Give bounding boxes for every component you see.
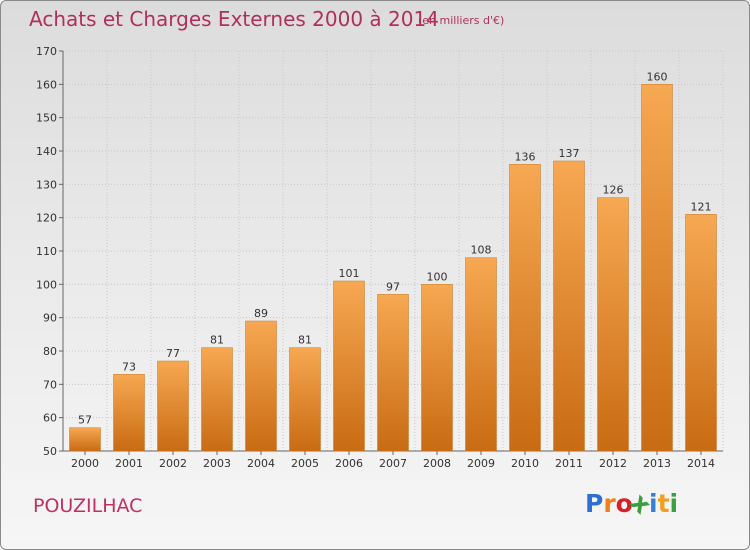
- x-tick-label: 2012: [599, 457, 627, 470]
- bar: [201, 347, 233, 452]
- logo-letter: P: [585, 489, 604, 518]
- y-tick-label: 170: [36, 45, 57, 58]
- bar-value-label: 73: [122, 360, 136, 373]
- bar: [69, 427, 101, 452]
- bar-value-label: 101: [339, 267, 360, 280]
- x-tick-label: 2006: [335, 457, 363, 470]
- chart-title: Achats et Charges Externes 2000 à 2014: [29, 7, 439, 31]
- bar-value-label: 77: [166, 347, 180, 360]
- bar: [465, 257, 497, 452]
- bar-value-label: 160: [647, 70, 668, 83]
- bar-value-label: 81: [298, 334, 312, 347]
- y-tick-label: 70: [43, 378, 57, 391]
- bar: [641, 84, 673, 452]
- x-tick-label: 2002: [159, 457, 187, 470]
- logo-letter: i: [669, 489, 679, 518]
- bar: [377, 294, 409, 452]
- x-tick-label: 2013: [643, 457, 671, 470]
- bar-value-label: 97: [386, 280, 400, 293]
- logo-letter: t: [657, 489, 670, 518]
- x-tick-label: 2005: [291, 457, 319, 470]
- y-tick-label: 80: [43, 345, 57, 358]
- bar-value-label: 100: [427, 270, 448, 283]
- bar-value-label: 57: [78, 414, 92, 427]
- bar: [553, 160, 585, 452]
- bar: [509, 164, 541, 452]
- y-tick-label: 50: [43, 445, 57, 458]
- bar: [421, 284, 453, 452]
- proxiti-logo: Proxiti: [585, 488, 679, 520]
- x-tick-label: 2011: [555, 457, 583, 470]
- y-tick-label: 60: [43, 412, 57, 425]
- logo-letter: o: [615, 489, 633, 518]
- bar: [333, 280, 365, 452]
- bar-value-label: 126: [603, 184, 624, 197]
- y-tick-label: 110: [36, 245, 57, 258]
- bar-value-label: 89: [254, 307, 268, 320]
- bar: [113, 374, 145, 452]
- town-name: POUZILHAC: [33, 495, 143, 517]
- chart-subtitle: (en milliers d'€): [418, 14, 505, 27]
- x-tick-label: 2004: [247, 457, 275, 470]
- bar-value-label: 136: [515, 150, 536, 163]
- bar: [157, 360, 189, 452]
- bar: [289, 347, 321, 452]
- x-tick-label: 2008: [423, 457, 451, 470]
- bars: [69, 84, 717, 452]
- y-tick-label: 120: [36, 212, 57, 225]
- logo-letter: r: [603, 489, 616, 518]
- y-tick-label: 140: [36, 145, 57, 158]
- bar-value-label: 81: [210, 334, 224, 347]
- x-tick-label: 2010: [511, 457, 539, 470]
- x-tick-label: 2009: [467, 457, 495, 470]
- value-labels: 57 73 77 81 89 81 101 97 100 108 136 137 126 160 121: [78, 70, 712, 426]
- logo-letter: i: [649, 489, 658, 518]
- tick-labels: 50 60 70 80 90 100 110 120 130 140 150 160 170 2000 20…: [36, 45, 715, 470]
- bar: [597, 197, 629, 452]
- x-tick-label: 2007: [379, 457, 407, 470]
- bar-value-label: 108: [471, 244, 492, 257]
- x-tick-label: 2003: [203, 457, 231, 470]
- y-tick-label: 130: [36, 178, 57, 191]
- bar-value-label: 121: [691, 200, 712, 213]
- bar-value-label: 137: [559, 147, 580, 160]
- y-tick-label: 150: [36, 112, 57, 125]
- y-tick-label: 160: [36, 78, 57, 91]
- x-tick-label: 2000: [71, 457, 99, 470]
- bar: [685, 214, 717, 452]
- x-tick-label: 2001: [115, 457, 143, 470]
- y-tick-label: 100: [36, 278, 57, 291]
- x-tick-label: 2014: [687, 457, 715, 470]
- bar: [245, 320, 277, 452]
- y-tick-label: 90: [43, 312, 57, 325]
